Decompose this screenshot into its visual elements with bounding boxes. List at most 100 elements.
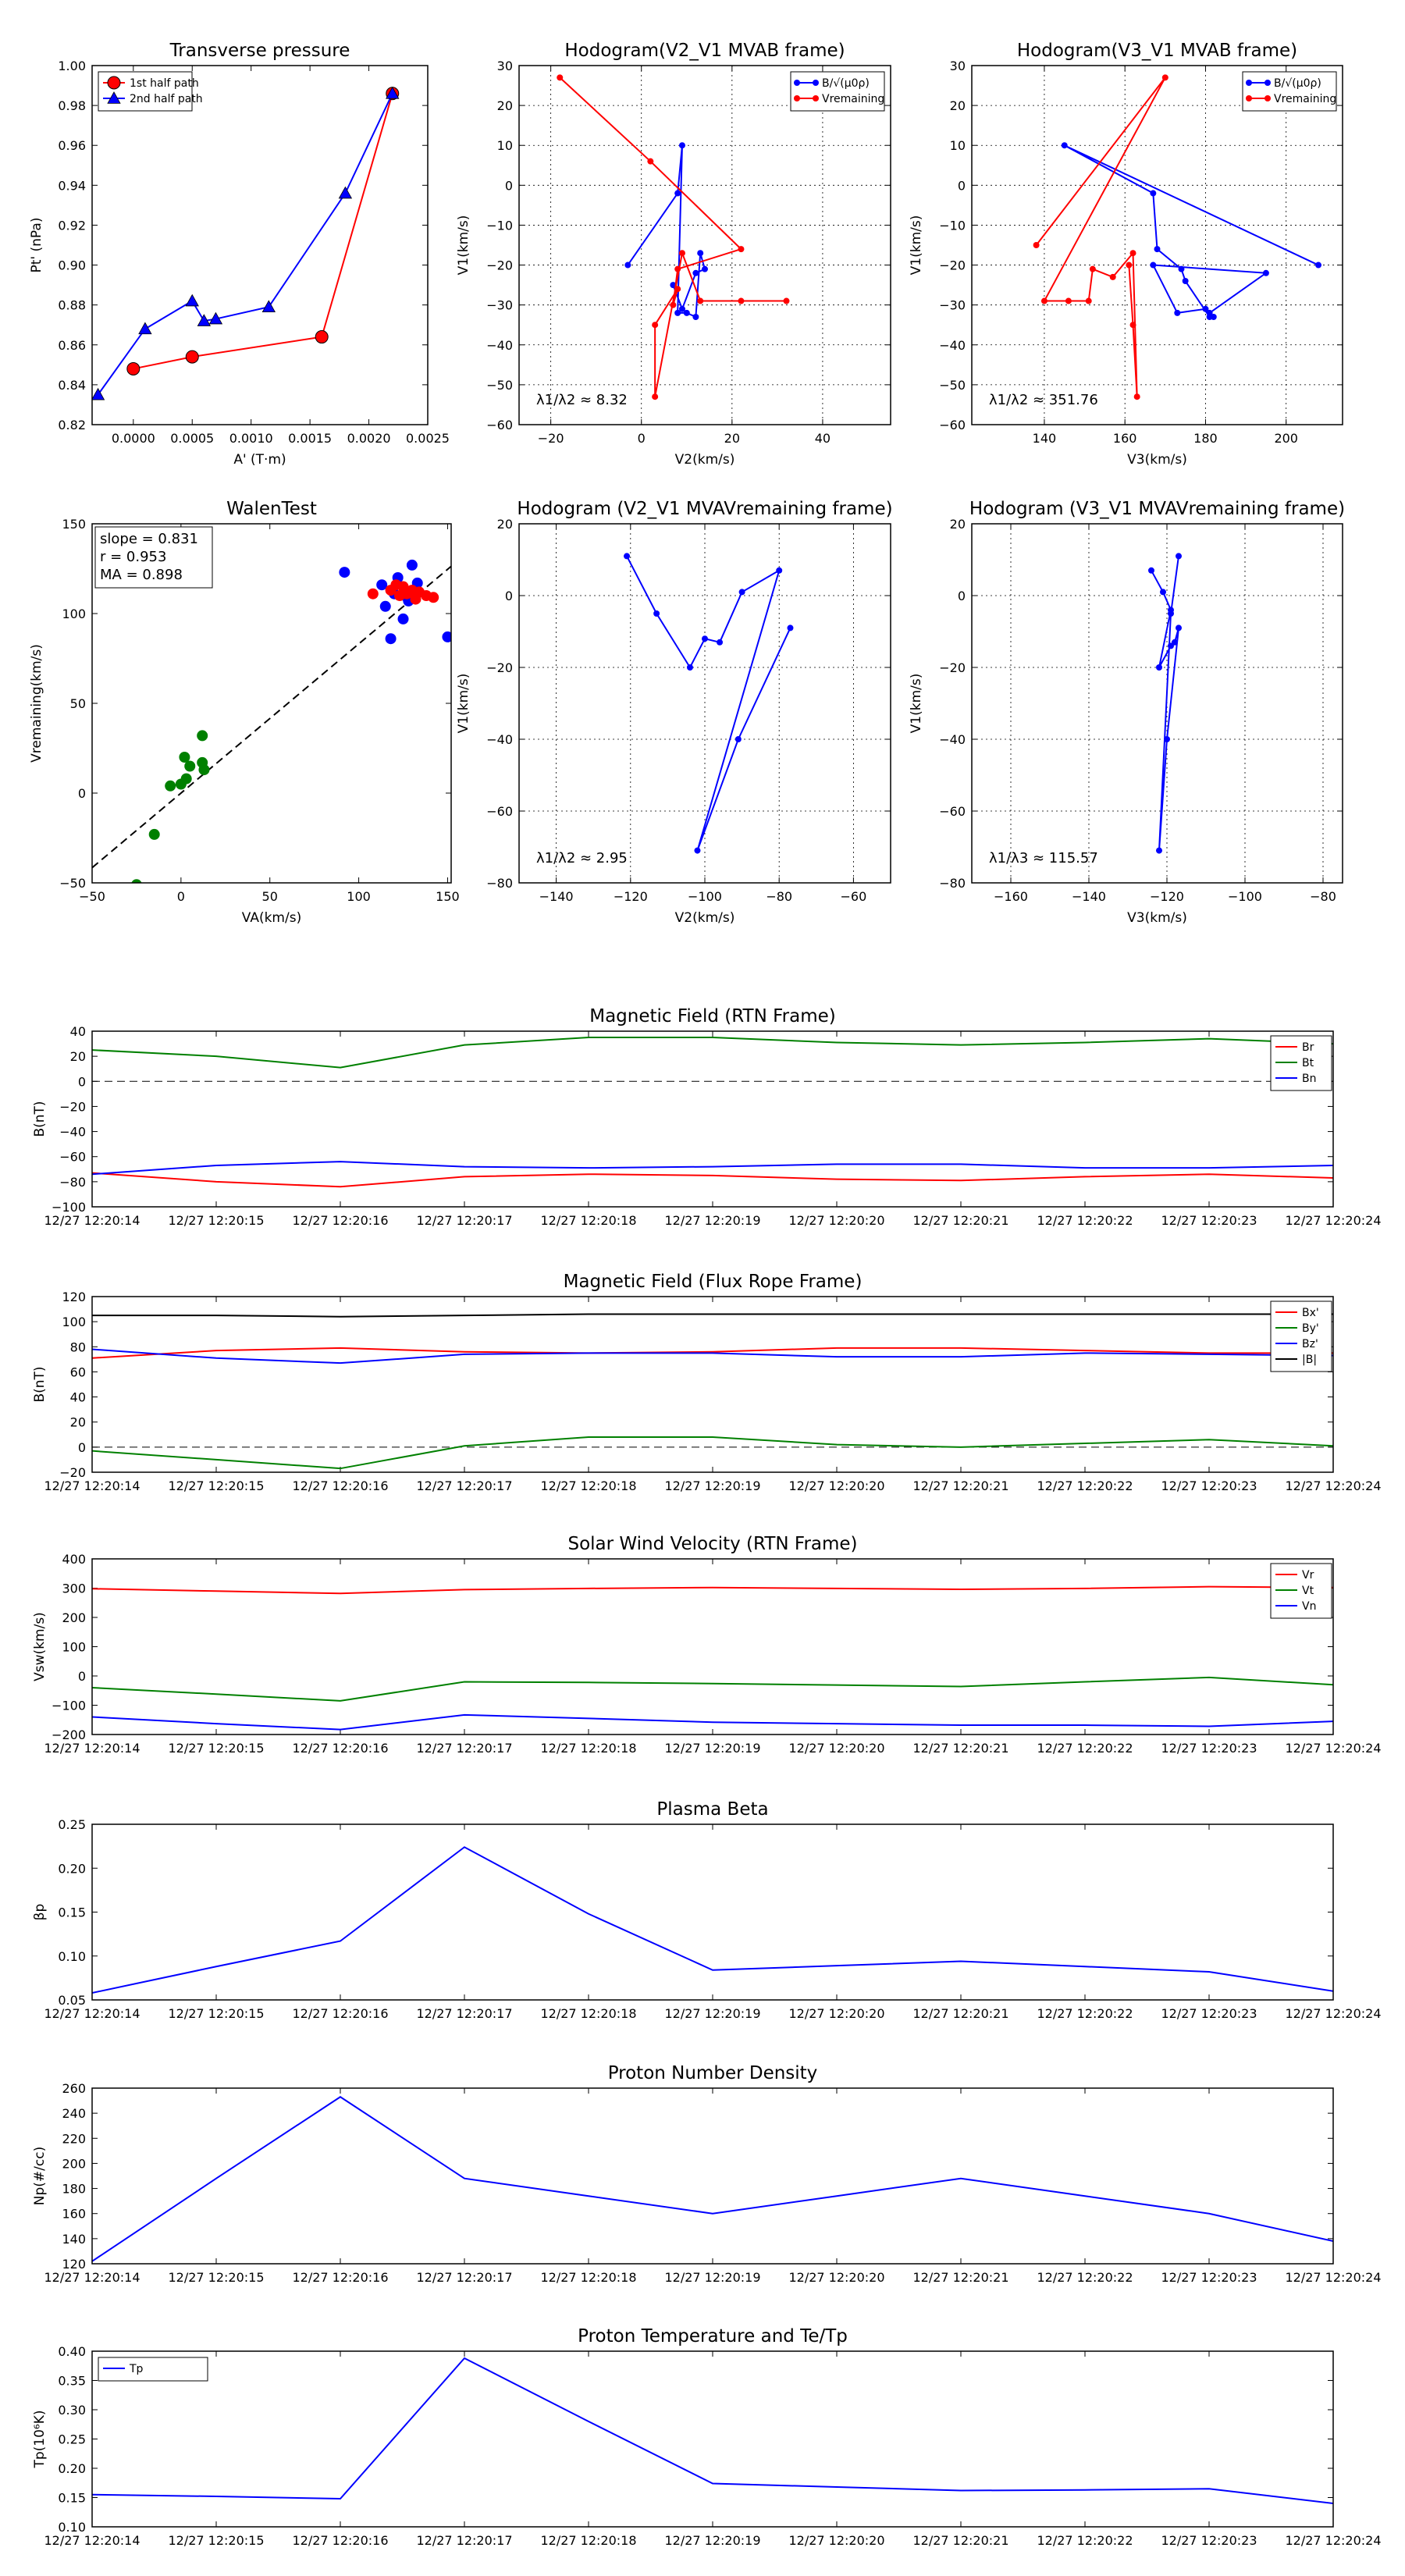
plot-area [92, 86, 400, 400]
x-tick-label: 12/27 12:20:20 [788, 2006, 884, 2021]
series-line [92, 1713, 1333, 1731]
x-tick-label: 12/27 12:20:21 [912, 2006, 1008, 2021]
legend-marker [1264, 80, 1271, 86]
data-point [557, 74, 564, 81]
y-tick-label: −20 [59, 1099, 86, 1114]
chart-p5: Hodogram (V2_V1 MVAVremaining frame) −140… [456, 499, 893, 926]
x-tick-label: 0.0015 [288, 431, 332, 446]
x-tick-label: 12/27 12:20:20 [788, 1741, 884, 1756]
stats-line: slope = 0.831 [100, 531, 198, 547]
x-tick-label: 12/27 12:20:19 [664, 1478, 760, 1493]
y-tick-label: −40 [939, 732, 966, 747]
y-tick-label: 100 [62, 1315, 86, 1329]
legend-item-2nd half path: 2nd half path [103, 91, 203, 105]
axes-frame [91, 2087, 1334, 2265]
y-tick-label: 40 [70, 1390, 86, 1405]
x-tick-label: 12/27 12:20:16 [292, 1213, 388, 1228]
legend-label: Vt [1302, 1585, 1314, 1597]
x-tick-label: −80 [766, 889, 792, 904]
legend-label: 2nd half path [130, 93, 203, 105]
legend-item-Vremaining: Vremaining [794, 93, 884, 105]
series-line [92, 2096, 1333, 2262]
y-tick-label: 80 [70, 1340, 86, 1354]
data-point [1168, 610, 1174, 617]
data-point [1315, 262, 1322, 269]
chart-p1: Transverse pressure 0.0000 0.0005 0.0010 0.0… [29, 41, 450, 468]
data-point [197, 314, 212, 326]
x-tick-label: 12/27 12:20:22 [1037, 2533, 1133, 2548]
x-tick-label: 12/27 12:20:14 [44, 2533, 140, 2548]
series-line [626, 555, 791, 851]
x-tick-label: 0.0025 [406, 431, 450, 446]
data-point [1150, 190, 1157, 197]
x-tick-label: 12/27 12:20:19 [664, 1741, 760, 1756]
legend-item-Tp: Tp [103, 2363, 144, 2375]
data-point [1129, 322, 1136, 329]
x-tick-label: 12/27 12:20:17 [416, 2270, 512, 2285]
data-point [1129, 250, 1136, 257]
y-tick-label: −20 [59, 1465, 86, 1480]
data-point [674, 286, 681, 293]
legend-marker [794, 95, 800, 101]
data-point [367, 588, 379, 600]
x-tick-label: 12/27 12:20:23 [1161, 2270, 1257, 2285]
x-tick-label: 12/27 12:20:17 [416, 1741, 512, 1756]
data-point [148, 828, 160, 840]
x-tick-label: 12/27 12:20:24 [1285, 1213, 1381, 1228]
series-line [92, 1585, 1333, 1595]
x-tick-label: 12/27 12:20:14 [44, 2270, 140, 2285]
series-By' [92, 1436, 1333, 1470]
legend-label: Br [1302, 1041, 1314, 1054]
x-tick-label: −60 [841, 889, 867, 904]
y-tick-label: 0.82 [58, 418, 86, 432]
y-tick-label: −80 [939, 876, 966, 891]
plot-area [92, 1585, 1333, 1731]
chart-title: Magnetic Field (RTN Frame) [589, 1006, 836, 1026]
data-point [397, 613, 409, 624]
chart-p4: WalenTest −50 0 50 100 150 −50 0 50 100 150 VA(km/s… [29, 499, 460, 926]
series-Vr [92, 1585, 1333, 1595]
x-tick-label: 12/27 12:20:14 [44, 1213, 140, 1228]
data-point [702, 265, 708, 272]
y-tick-label: 20 [497, 98, 513, 113]
y-tick-label: 0 [505, 589, 513, 603]
data-point [428, 592, 439, 603]
y-tick-label: 0.84 [58, 378, 86, 393]
y-tick-label: 180 [62, 2182, 86, 2197]
x-tick-label: 12/27 12:20:17 [416, 1478, 512, 1493]
y-tick-label: −20 [486, 258, 513, 273]
data-point [138, 322, 152, 335]
chart-title: Hodogram (V2_V1 MVAVremaining frame) [517, 499, 892, 519]
y-tick-label: 0.96 [58, 138, 86, 153]
data-point [653, 610, 660, 617]
y-axis-label: βp [32, 1904, 48, 1921]
x-tick-label: 12/27 12:20:21 [912, 1478, 1008, 1493]
legend-label: Vremaining [1274, 93, 1336, 105]
x-tick-label: 12/27 12:20:18 [540, 1741, 636, 1756]
x-tick-label: 12/27 12:20:16 [292, 2270, 388, 2285]
eigenvalue-ratio-annotation: λ1/λ3 ≈ 115.57 [989, 850, 1098, 866]
legend-item-Bx': Bx' [1275, 1307, 1319, 1319]
legend-marker [794, 80, 800, 86]
legend: Tp [98, 2357, 208, 2382]
y-tick-label: 20 [70, 1415, 86, 1430]
data-point [208, 311, 223, 325]
data-point [697, 297, 704, 304]
x-tick-label: 12/27 12:20:15 [168, 2270, 264, 2285]
legend: Vr Vt Vn [1270, 1563, 1332, 1619]
x-tick-label: 0.0005 [170, 431, 214, 446]
y-tick-label: 0.10 [58, 2520, 86, 2535]
y-tick-label: 20 [950, 517, 966, 532]
series-red [367, 579, 439, 605]
series-Vt [92, 1676, 1333, 1702]
x-tick-label: 12/27 12:20:24 [1285, 2533, 1381, 2548]
y-tick-label: 0.15 [58, 1905, 86, 1920]
x-tick-label: 50 [262, 889, 278, 904]
stats-line: r = 0.953 [100, 549, 166, 565]
legend-marker [813, 95, 819, 101]
y-axis-label: B(nT) [32, 1101, 48, 1137]
legend-item-Vr: Vr [1275, 1569, 1314, 1582]
data-point [692, 269, 699, 276]
y-tick-label: −60 [939, 418, 966, 432]
series-path [1148, 553, 1182, 854]
